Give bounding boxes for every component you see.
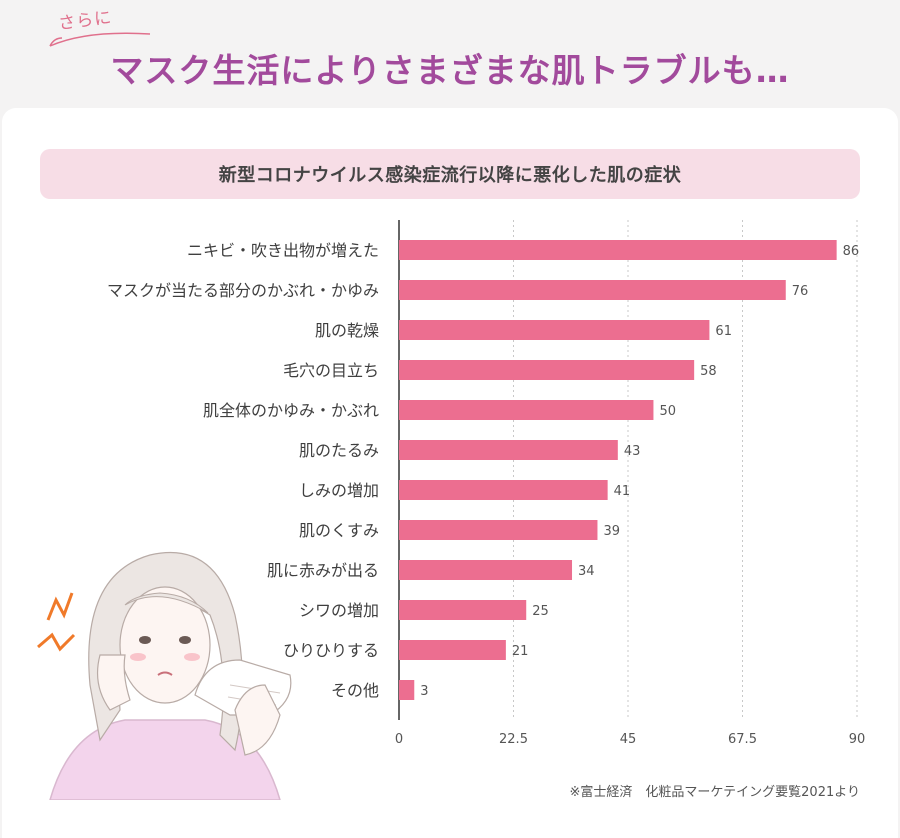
category-label: マスクが当たる部分のかぶれ・かゆみ bbox=[107, 281, 379, 300]
category-label: しみの増加 bbox=[299, 481, 379, 500]
bar bbox=[399, 640, 506, 660]
bar bbox=[399, 480, 608, 500]
zigzag-icon bbox=[37, 632, 76, 652]
value-label: 39 bbox=[603, 524, 620, 539]
value-label: 50 bbox=[659, 404, 676, 419]
category-label: 毛穴の目立ち bbox=[283, 361, 379, 380]
mouth bbox=[157, 671, 173, 676]
value-label: 41 bbox=[614, 484, 631, 499]
value-label: 58 bbox=[700, 364, 717, 379]
category-label: シワの増加 bbox=[299, 601, 379, 620]
source-note: ※富士経済 化粧品マーケテイング要覧2021より bbox=[569, 785, 860, 800]
right-hand bbox=[234, 684, 281, 756]
x-tick-label: 0 bbox=[395, 732, 403, 747]
bar bbox=[399, 280, 786, 300]
bar bbox=[399, 600, 527, 620]
category-label: ひりひりする bbox=[283, 641, 379, 660]
bar bbox=[399, 680, 415, 700]
chart-card bbox=[2, 108, 898, 838]
x-tick-label: 45 bbox=[620, 732, 637, 747]
eyebrow-swoosh bbox=[49, 32, 151, 47]
bar-chart: 0 22.5 45 67.5 90 ニキビ・吹き出物が増えた 86 マスクが当たる部分のかぶれ… bbox=[107, 220, 866, 747]
bangs-shape bbox=[124, 592, 209, 614]
category-label: 肌のたるみ bbox=[299, 441, 379, 460]
page-title: マスク生活によりさまざまな肌トラブルも… bbox=[110, 51, 790, 90]
chart-title: 新型コロナウイルス感染症流行以降に悪化した肌の症状 bbox=[218, 165, 682, 186]
left-hand bbox=[97, 654, 131, 711]
left-eye bbox=[139, 636, 151, 644]
bar bbox=[399, 400, 654, 420]
shirt-shape bbox=[49, 719, 281, 800]
bar bbox=[399, 520, 598, 540]
value-label: 76 bbox=[792, 284, 809, 299]
bar bbox=[399, 440, 618, 460]
category-label: 肌全体のかゆみ・かぶれ bbox=[203, 401, 379, 420]
value-label: 3 bbox=[420, 684, 428, 699]
chart-title-banner: 新型コロナウイルス感染症流行以降に悪化した肌の症状 bbox=[40, 149, 860, 199]
bar bbox=[399, 360, 695, 380]
category-label: 肌の乾燥 bbox=[315, 321, 379, 340]
value-label: 25 bbox=[532, 604, 549, 619]
value-label: 21 bbox=[512, 644, 529, 659]
bar bbox=[399, 560, 573, 580]
x-tick-label: 67.5 bbox=[728, 732, 757, 747]
category-label: その他 bbox=[331, 681, 379, 700]
category-label: ニキビ・吹き出物が増えた bbox=[187, 241, 379, 260]
category-label: 肌のくすみ bbox=[299, 521, 379, 540]
x-tick-label: 22.5 bbox=[499, 732, 528, 747]
value-label: 86 bbox=[843, 244, 860, 259]
face-shape bbox=[119, 586, 211, 704]
woman-illustration bbox=[37, 551, 292, 800]
zigzag-icon bbox=[46, 592, 74, 621]
category-label: 肌に赤みが出る bbox=[267, 561, 379, 580]
bar bbox=[399, 320, 710, 340]
value-label: 61 bbox=[715, 324, 732, 339]
value-label: 34 bbox=[578, 564, 595, 579]
x-tick-label: 90 bbox=[849, 732, 866, 747]
left-blush bbox=[130, 653, 146, 661]
value-label: 43 bbox=[624, 444, 641, 459]
bar bbox=[399, 240, 837, 260]
right-blush bbox=[184, 653, 200, 661]
right-eye bbox=[179, 636, 191, 644]
